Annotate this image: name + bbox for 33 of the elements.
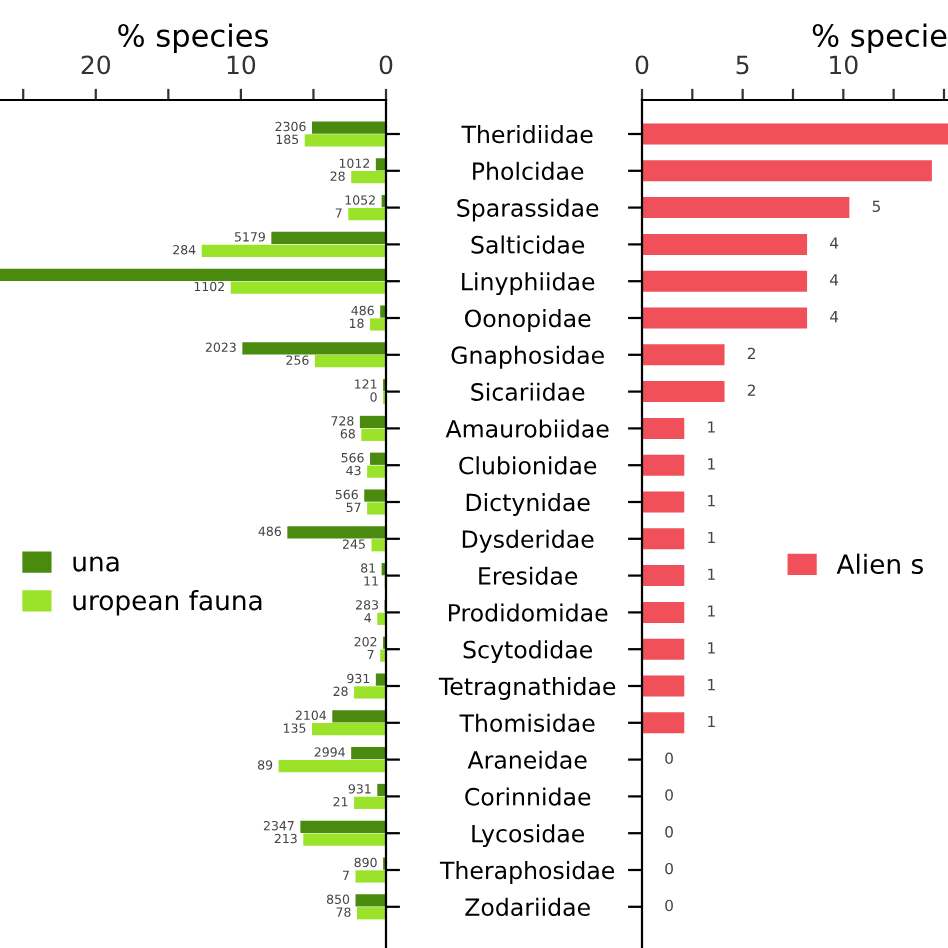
y-tick-label: Theraphosidae	[439, 861, 615, 884]
y-tick-label: Clubionidae	[459, 456, 597, 475]
x-axis-title: % species	[118, 23, 268, 53]
x-tick-label: 0	[379, 55, 393, 75]
y-tick-label: Amaurobiidae	[445, 419, 609, 438]
y-tick-label: Linyphiidae	[462, 272, 595, 296]
x-tick-label: 10	[830, 55, 858, 75]
y-tick-label: Thomisidae	[459, 713, 595, 733]
legend-label: uropean fauna	[73, 589, 262, 616]
legend-label: una	[73, 556, 119, 572]
y-tick-label: Dictynidae	[466, 493, 590, 516]
x-tick-label: 20	[81, 55, 111, 75]
y-tick-label: Gnaphosidae	[451, 345, 604, 369]
y-tick-label: Theridiidae	[461, 125, 593, 144]
legend-label: Alien s	[836, 553, 923, 575]
y-tick-label: Pholcidae	[473, 161, 584, 181]
y-tick-label: Tetragnathidae	[438, 677, 616, 700]
y-tick-label: Scytodidae	[463, 640, 592, 664]
x-tick-label: 10	[227, 55, 256, 75]
y-tick-label: Lycosidae	[472, 824, 585, 848]
y-tick-label: Salticidae	[471, 235, 585, 254]
y-tick-label: Zodariidae	[465, 897, 590, 917]
y-tick-label: Eresidae	[479, 566, 578, 585]
x-tick-label: 0	[635, 55, 649, 75]
x-tick-label: 5	[736, 55, 749, 75]
y-tick-label: Prodidomidae	[449, 603, 608, 622]
y-tick-label: Sicariidae	[471, 382, 585, 401]
y-tick-label: Corinnidae	[465, 787, 591, 806]
y-tick-label: Oonopidae	[465, 309, 591, 332]
y-tick-label: Dysderidae	[462, 529, 594, 553]
y-tick-label: Sparassidae	[457, 198, 599, 222]
x-axis-title: % specie	[812, 23, 947, 53]
y-tick-label: Araneidae	[467, 750, 587, 769]
